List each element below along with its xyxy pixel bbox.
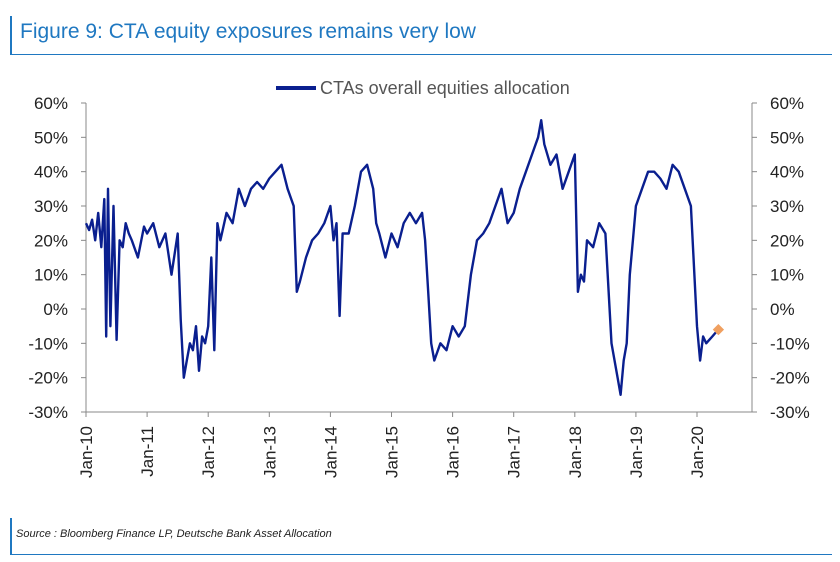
figure-frame: Figure 9: CTA equity exposures remains v… bbox=[10, 8, 832, 556]
figure-title: Figure 9: CTA equity exposures remains v… bbox=[20, 20, 476, 43]
y-tick-label-right: 30% bbox=[770, 197, 804, 216]
legend: CTAs overall equities allocation bbox=[276, 78, 570, 98]
y-tick-label-right: 10% bbox=[770, 266, 804, 285]
x-tick-label: Jan-13 bbox=[260, 426, 279, 478]
x-tick-label: Jan-14 bbox=[321, 426, 340, 478]
y-tick-label-right: -20% bbox=[770, 369, 810, 388]
source-note: Source : Bloomberg Finance LP, Deutsche … bbox=[16, 528, 332, 540]
x-tick-label: Jan-20 bbox=[688, 426, 707, 478]
y-tick-label-left: 30% bbox=[34, 197, 68, 216]
y-tick-label-left: -20% bbox=[28, 369, 68, 388]
x-tick-label: Jan-19 bbox=[627, 426, 646, 478]
source-bar: Source : Bloomberg Finance LP, Deutsche … bbox=[10, 518, 832, 555]
y-tick-label-left: -10% bbox=[28, 334, 68, 353]
x-tick-label: Jan-17 bbox=[505, 426, 524, 478]
y-tick-label-right: 40% bbox=[770, 163, 804, 182]
series-line bbox=[84, 119, 720, 396]
y-tick-label-left: 0% bbox=[43, 300, 68, 319]
latest-point-marker bbox=[712, 323, 725, 336]
title-bar: Figure 9: CTA equity exposures remains v… bbox=[10, 16, 832, 55]
x-tick-label: Jan-10 bbox=[77, 426, 96, 478]
legend-label: CTAs overall equities allocation bbox=[320, 78, 570, 98]
x-tick-label: Jan-12 bbox=[199, 426, 218, 478]
y-tick-label-right: -30% bbox=[770, 403, 810, 422]
x-tick-label: Jan-18 bbox=[566, 426, 585, 478]
y-tick-label-left: 20% bbox=[34, 231, 68, 250]
y-tick-label-right: 20% bbox=[770, 231, 804, 250]
y-tick-label-left: 50% bbox=[34, 128, 68, 147]
y-tick-label-right: 50% bbox=[770, 128, 804, 147]
y-tick-label-left: 10% bbox=[34, 266, 68, 285]
y-tick-label-right: 60% bbox=[770, 94, 804, 113]
x-tick-label: Jan-15 bbox=[383, 426, 402, 478]
y-tick-label-left: 40% bbox=[34, 163, 68, 182]
line-chart: 60% 60% 50% 50% 40% 40% 30% 30% 20% 20% 10% 10% 0% 0%… bbox=[28, 78, 810, 478]
y-tick-label-left: -30% bbox=[28, 403, 68, 422]
x-tick-label: Jan-11 bbox=[138, 426, 157, 477]
y-tick-label-left: 60% bbox=[34, 94, 68, 113]
y-tick-label-right: -10% bbox=[770, 334, 810, 353]
x-tick-label: Jan-16 bbox=[444, 426, 463, 478]
y-tick-label-right: 0% bbox=[770, 300, 795, 319]
